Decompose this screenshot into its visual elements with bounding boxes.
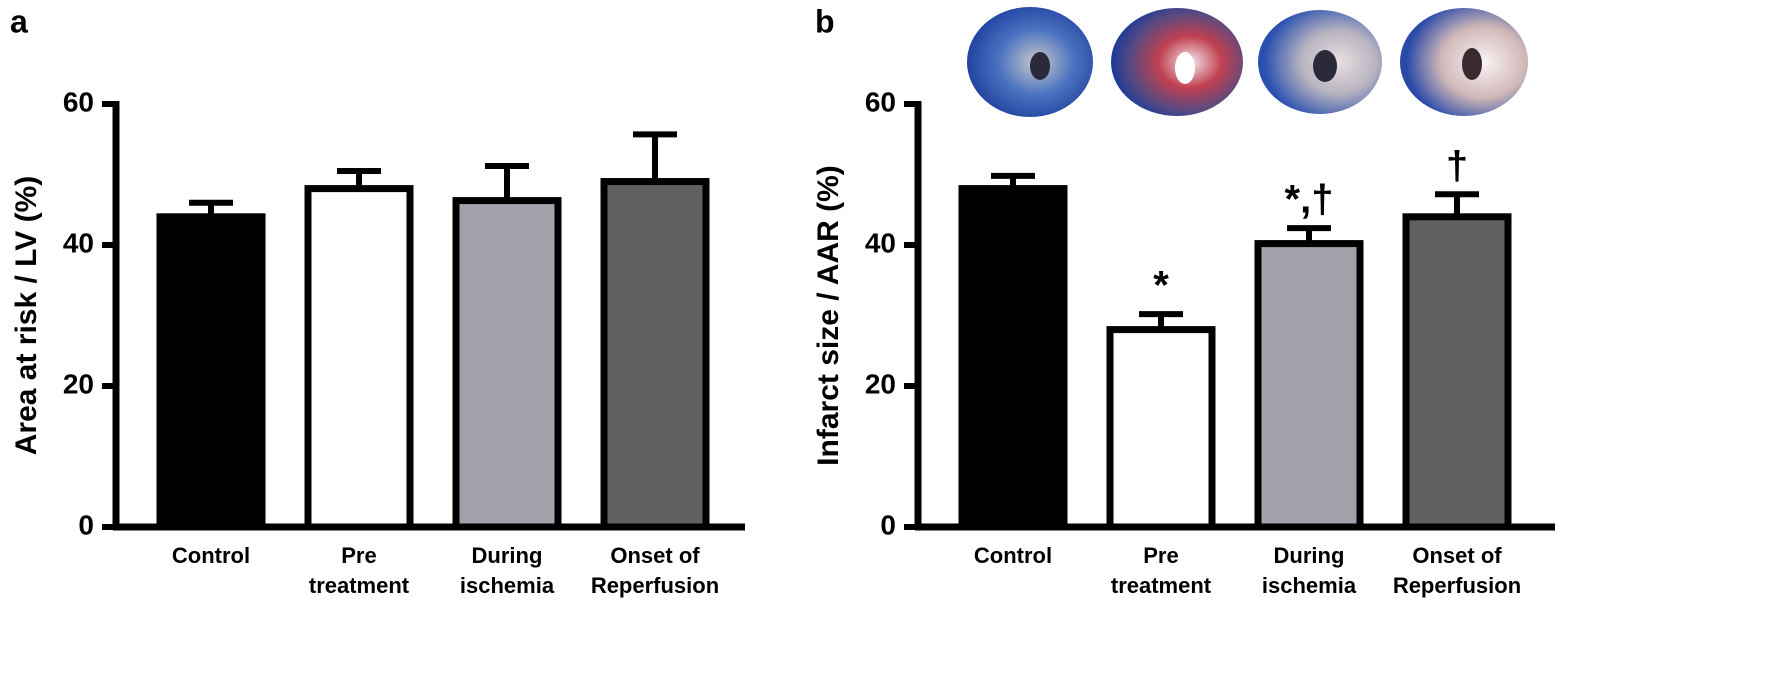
panel: a Area at risk / LV (%) 0 20 40 60 Control Pre t…	[10, 3, 745, 598]
y-axis-label: Infarct size / AAR (%)	[812, 165, 845, 466]
y-axis-label: Area at risk / LV (%)	[10, 176, 43, 456]
bar	[958, 185, 1068, 531]
x-tick-label: Pre	[341, 543, 376, 568]
heart-cavity	[1313, 50, 1337, 82]
x-tick-label: Onset of	[610, 543, 700, 568]
y-tick-label: 20	[865, 368, 896, 399]
heart-cavity	[1462, 48, 1482, 80]
panel: b Infarct size / AAR (%) 0 20 40 60 Control Pre…	[812, 3, 1555, 598]
bar	[1402, 213, 1512, 531]
heart-image	[967, 7, 1093, 117]
x-tick-label: treatment	[1111, 573, 1212, 598]
bar	[1106, 326, 1216, 531]
significance-label: *	[1153, 264, 1169, 308]
significance-label: †	[1446, 144, 1468, 188]
bar	[1254, 240, 1364, 531]
x-tick-label: ischemia	[1262, 573, 1357, 598]
bar	[156, 213, 266, 531]
significance-label: *,†	[1285, 178, 1334, 222]
panel-label: b	[815, 3, 835, 39]
x-tick-label: ischemia	[460, 573, 555, 598]
x-tick-label: Control	[172, 543, 250, 568]
heart-cavity	[1030, 52, 1050, 80]
x-tick-label: treatment	[309, 573, 410, 598]
y-tick-label: 60	[63, 86, 94, 117]
x-tick-label: During	[1274, 543, 1345, 568]
y-tick-label: 60	[865, 86, 896, 117]
y-tick-label: 40	[63, 227, 94, 258]
x-tick-label: Reperfusion	[1393, 573, 1521, 598]
bar	[600, 178, 710, 531]
x-tick-label: Reperfusion	[591, 573, 719, 598]
y-tick-label: 20	[63, 368, 94, 399]
panel-label: a	[10, 3, 28, 39]
x-tick-label: Control	[974, 543, 1052, 568]
heart-images	[967, 7, 1528, 117]
y-tick-label: 40	[865, 227, 896, 258]
x-tick-label: During	[472, 543, 543, 568]
bar	[304, 185, 414, 531]
y-tick-label: 0	[880, 509, 896, 540]
y-tick-label: 0	[78, 509, 94, 540]
x-tick-label: Onset of	[1412, 543, 1502, 568]
x-tick-label: Pre	[1143, 543, 1178, 568]
heart-cavity	[1175, 52, 1195, 84]
bar	[452, 197, 562, 531]
